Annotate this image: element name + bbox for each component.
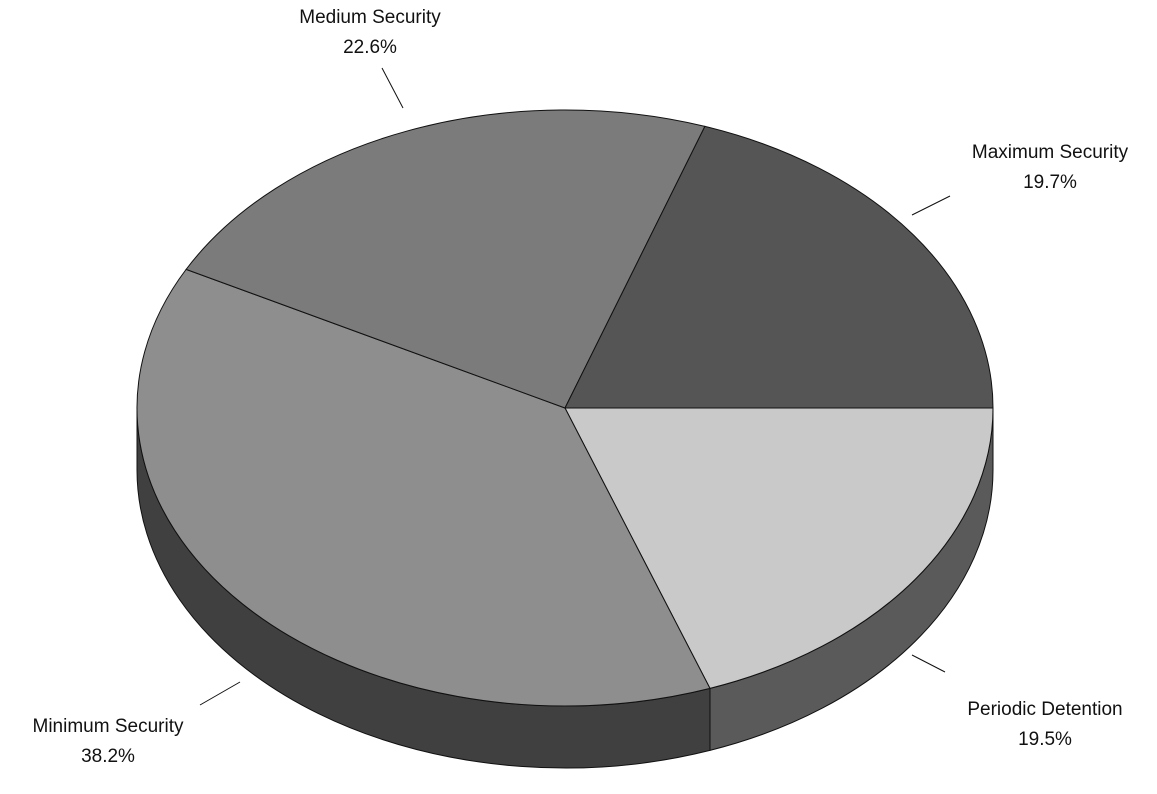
slice-label: Minimum Security [33, 716, 184, 737]
slice-label: Periodic Detention [967, 699, 1122, 720]
slice [564, 407, 994, 689]
slice-value-label: 19.5% [1018, 729, 1072, 750]
slice-label: Maximum Security [972, 142, 1129, 163]
leader-line [381, 67, 404, 109]
slice [564, 125, 994, 409]
slice-value-label: 19.7% [1023, 172, 1077, 193]
slice-value-label: 22.6% [343, 37, 397, 58]
slice [185, 109, 706, 409]
slice [136, 268, 711, 707]
leader-line [911, 654, 946, 673]
leader-line [199, 681, 241, 706]
slice-label: Medium Security [299, 7, 441, 28]
leader-line [911, 195, 951, 216]
slice-value-label: 38.2% [81, 746, 135, 767]
